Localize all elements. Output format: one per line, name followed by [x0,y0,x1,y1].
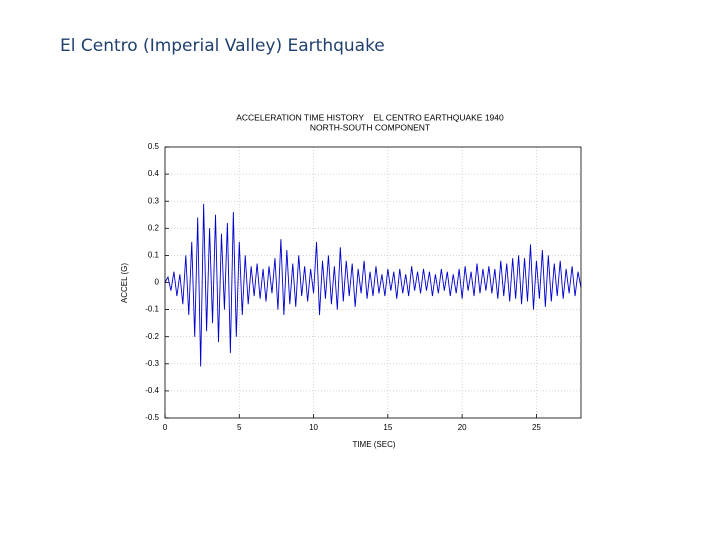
y-tick-label: -0.4 [145,386,159,395]
x-tick-label: 15 [383,423,392,432]
y-tick-label: 0.5 [148,142,160,151]
y-axis-label: ACCEL (G) [120,263,129,303]
x-tick-label: 0 [163,423,168,432]
chart-title: ACCELERATION TIME HISTORY EL CENTRO EART… [236,112,504,122]
x-tick-label: 25 [532,423,541,432]
y-tick-label: 0 [155,278,160,287]
chart-subtitle: NORTH-SOUTH COMPONENT [310,122,430,132]
y-tick-label: 0.2 [148,223,160,232]
y-tick-label: -0.5 [145,413,159,422]
y-tick-label: 0.3 [148,196,160,205]
y-tick-label: -0.1 [145,305,159,314]
x-tick-label: 10 [309,423,318,432]
y-tick-label: -0.2 [145,332,159,341]
y-tick-label: -0.3 [145,359,159,368]
x-tick-label: 5 [237,423,242,432]
y-tick-label: 0.4 [148,169,160,178]
y-tick-label: 0.1 [148,251,160,260]
series-line [164,203,582,367]
x-tick-label: 20 [458,423,467,432]
x-axis-label: TIME (SEC) [352,440,395,449]
plot-frame [164,146,582,419]
slide-title: El Centro (Imperial Valley) Earthquake [60,36,385,56]
